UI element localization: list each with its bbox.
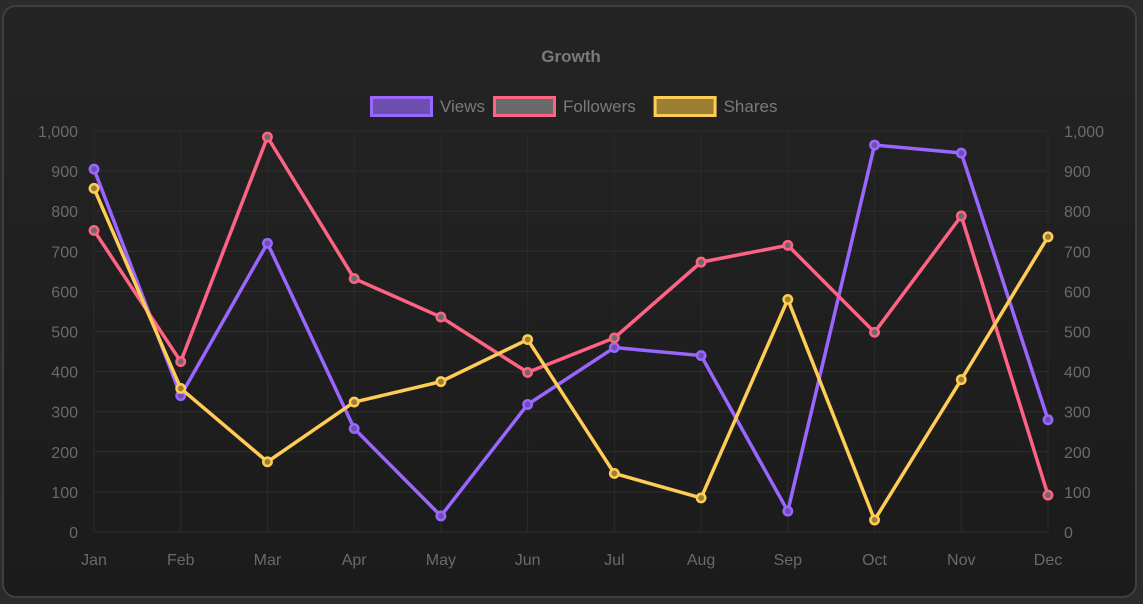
data-point	[522, 399, 534, 410]
data-point	[262, 131, 273, 143]
y-tick-label-left: 200	[51, 445, 78, 462]
legend-item-shares: Shares	[653, 96, 778, 117]
chart-card	[2, 5, 1137, 598]
data-point	[348, 273, 360, 285]
y-tick-label-left: 900	[51, 164, 78, 181]
x-tick-label: Sep	[774, 552, 803, 569]
data-point	[348, 423, 360, 434]
x-tick-label: Jan	[81, 552, 107, 569]
y-tick-label-right: 1,000	[1064, 124, 1104, 141]
x-tick-label: May	[426, 552, 456, 569]
y-tick-label-left: 400	[51, 365, 78, 382]
y-tick-label-right: 300	[1064, 405, 1091, 422]
data-point	[435, 510, 447, 522]
data-point	[175, 382, 187, 394]
data-point	[608, 332, 620, 344]
legend-label: Shares	[724, 97, 778, 116]
legend-swatch	[370, 96, 433, 117]
y-tick-label-right: 200	[1064, 445, 1091, 462]
data-point	[1042, 414, 1054, 426]
y-tick-label-right: 600	[1064, 284, 1091, 301]
x-tick-label: Dec	[1034, 552, 1062, 569]
data-point	[695, 256, 707, 268]
series-line	[92, 135, 1050, 496]
x-axis: Jan Feb Mar Apr May Jun Jul Aug Sep Oct Nov Dec	[81, 552, 1062, 569]
y-axis-left: 0 100 200 300 400 500 600 700 800 900 1,000	[38, 124, 78, 542]
data-point	[695, 350, 707, 362]
data-point	[955, 374, 967, 386]
y-tick-label-right: 400	[1064, 365, 1091, 382]
y-tick-label-right: 900	[1064, 164, 1091, 181]
data-point	[869, 514, 880, 526]
legend-label: Followers	[563, 97, 636, 116]
data-point	[869, 326, 880, 338]
legend-swatch	[493, 96, 556, 117]
y-tick-label-left: 300	[51, 405, 78, 422]
data-point	[88, 224, 100, 236]
series-views	[88, 139, 1054, 522]
y-tick-label-right: 100	[1064, 485, 1091, 502]
legend-label: Views	[440, 97, 485, 116]
y-tick-label-right: 0	[1064, 525, 1073, 542]
x-tick-label: Feb	[167, 552, 195, 569]
series-shares	[88, 182, 1054, 526]
legend-item-followers: Followers	[493, 96, 636, 117]
data-point	[695, 492, 707, 504]
data-point	[608, 342, 620, 353]
x-tick-label: Nov	[947, 552, 975, 569]
y-tick-label-left: 0	[69, 525, 78, 542]
legend-swatch	[653, 96, 717, 117]
data-point	[782, 293, 794, 305]
data-point	[348, 396, 360, 408]
x-tick-label: Apr	[342, 552, 368, 569]
y-tick-label-left: 100	[51, 485, 78, 502]
data-point	[869, 139, 880, 151]
data-point	[782, 239, 794, 251]
y-tick-label-right: 700	[1064, 244, 1091, 261]
y-axis-right: 0 100 200 300 400 500 600 700 800 900 1,000	[1064, 124, 1104, 542]
y-tick-label-right: 800	[1064, 204, 1091, 221]
data-point	[522, 334, 534, 345]
series-followers	[88, 131, 1054, 501]
series-line	[92, 143, 1050, 518]
data-point	[88, 163, 100, 175]
data-point	[522, 366, 534, 378]
data-point	[435, 376, 447, 388]
y-tick-label-left: 500	[51, 325, 78, 342]
legend: Views Followers Shares	[370, 96, 778, 117]
x-tick-label: Mar	[254, 552, 282, 569]
data-point	[782, 505, 794, 517]
data-point	[608, 468, 620, 479]
data-point	[955, 210, 967, 222]
series-group	[88, 131, 1054, 526]
x-tick-label: Jul	[604, 552, 624, 569]
x-tick-label: Oct	[862, 552, 887, 569]
data-point	[175, 356, 187, 368]
legend-item-views: Views	[370, 96, 485, 117]
data-point	[88, 182, 100, 194]
y-tick-label-left: 1,000	[38, 124, 78, 141]
y-tick-label-left: 800	[51, 204, 78, 221]
x-tick-label: Jun	[515, 552, 541, 569]
data-point	[262, 456, 273, 468]
y-tick-label-left: 700	[51, 244, 78, 261]
data-point	[1042, 489, 1054, 501]
y-tick-label-left: 600	[51, 284, 78, 301]
data-point	[1042, 231, 1054, 243]
data-point	[955, 147, 967, 159]
data-point	[262, 237, 273, 249]
chart-title: Growth	[541, 47, 601, 66]
y-tick-label-right: 500	[1064, 325, 1091, 342]
x-tick-label: Aug	[687, 552, 715, 569]
series-line	[92, 187, 1050, 522]
data-point	[435, 311, 447, 323]
